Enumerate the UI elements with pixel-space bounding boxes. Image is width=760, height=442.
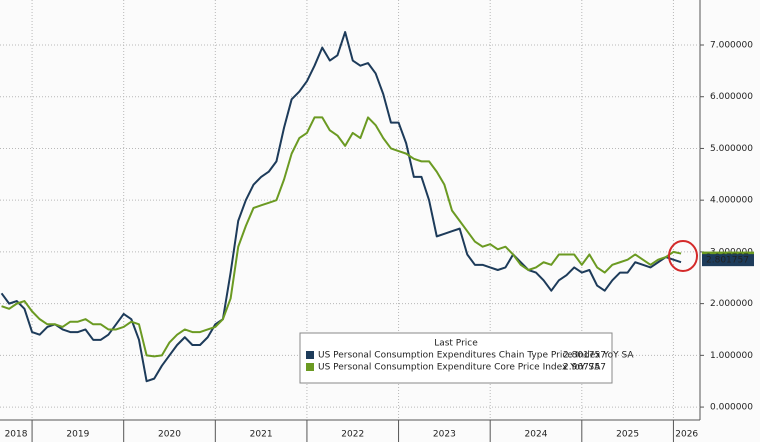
y-tick-label: 6.000000 bbox=[710, 92, 753, 102]
y-tick-label: 7.000000 bbox=[710, 41, 753, 51]
legend-value: 2.967757 bbox=[563, 363, 606, 373]
legend-box bbox=[299, 332, 613, 384]
legend: Last Price US Personal Consumption Expen… bbox=[299, 332, 634, 384]
highlight-circle bbox=[668, 240, 698, 272]
lines bbox=[0, 31, 682, 383]
series-line bbox=[0, 31, 682, 383]
y-tick-label: 4.000000 bbox=[710, 196, 753, 206]
last-value-tag bbox=[702, 254, 754, 267]
x-tick-label: 2026 bbox=[675, 430, 698, 440]
x-tick-label: 2018 bbox=[5, 430, 28, 440]
legend-label: US Personal Consumption Expenditures Cha… bbox=[318, 351, 634, 361]
x-tick-label: 2022 bbox=[341, 430, 364, 440]
last-value-label: 2.801757 bbox=[706, 256, 749, 266]
x-tick-label: 2019 bbox=[66, 430, 89, 440]
y-tick-label: 1.000000 bbox=[710, 351, 753, 361]
grid bbox=[0, 0, 700, 420]
x-tick-label: 2023 bbox=[433, 430, 456, 440]
x-tick-label: 2020 bbox=[158, 430, 181, 440]
legend-value: 2.801757 bbox=[563, 351, 606, 361]
y-tick-label: 2.000000 bbox=[710, 299, 753, 309]
legend-title: Last Price bbox=[434, 339, 478, 349]
x-tick-label: 2021 bbox=[250, 430, 273, 440]
y-tick-label: 0.000000 bbox=[710, 403, 753, 413]
series-line bbox=[1, 116, 682, 358]
legend-swatch bbox=[306, 363, 314, 371]
y-tick-label: 5.000000 bbox=[710, 144, 753, 154]
legend-swatch bbox=[306, 351, 314, 359]
x-tick-label: 2025 bbox=[616, 430, 639, 440]
x-tick-label: 2024 bbox=[525, 430, 548, 440]
legend-label: US Personal Consumption Expenditure Core… bbox=[318, 363, 601, 373]
